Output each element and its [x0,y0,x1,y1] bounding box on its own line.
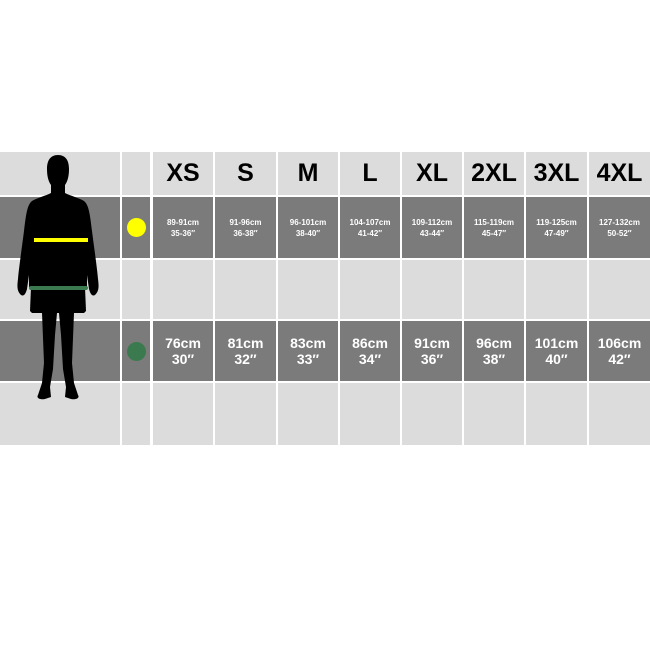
size-header: L [362,159,378,187]
waist-cm: 83cm [290,335,326,351]
chest-indicator-icon [127,218,146,237]
size-header: XS [166,159,200,187]
waist-in: 30″ [171,351,195,367]
waist-cm: 81cm [227,335,264,351]
chest-in: 50-52″ [607,228,632,238]
size-header: M [297,159,319,187]
chest-in: 45-47″ [481,228,507,238]
chest-measurement: 91-96cm 36-38″ [215,197,276,258]
chest-measurement: 89-91cm 35-36″ [153,197,213,258]
chest-in: 38-40″ [295,228,321,238]
chest-cm: 91-96cm [229,217,262,227]
waist-row [0,321,650,381]
size-header: 3XL [533,159,580,187]
chest-in: 43-44″ [419,228,445,238]
size-header: S [237,159,254,187]
waist-measurement: 106cm 42″ [589,321,650,381]
chest-measurement: 119-125cm 47-49″ [526,197,587,258]
waist-measurement: 91cm 36″ [402,321,462,381]
waist-cm: 91cm [414,335,450,351]
header-row [0,152,650,195]
chest-measurement: 109-112cm 43-44″ [402,197,462,258]
waist-in: 42″ [608,351,631,367]
waist-cm: 106cm [597,335,642,351]
chest-cm: 96-101cm [289,217,327,227]
waist-cm: 86cm [352,335,388,351]
spacer-row [0,383,650,445]
chest-measurement: 104-107cm 41-42″ [340,197,400,258]
size-header: 4XL [596,159,643,187]
waist-cm: 96cm [476,335,512,351]
chest-in: 36-38″ [233,228,258,238]
chest-cm: 89-91cm [166,217,200,227]
chest-measurement: 115-119cm 45-47″ [464,197,524,258]
waist-in: 34″ [358,351,382,367]
waist-indicator-icon [127,342,146,361]
waist-cm: 76cm [165,335,201,351]
chest-cm: 109-112cm [411,217,453,227]
size-header: XL [416,159,448,187]
chest-measurement: 96-101cm 38-40″ [278,197,338,258]
chest-in: 35-36″ [170,228,196,238]
waist-measurement: 83cm 33″ [278,321,338,381]
waist-measurement: 101cm 40″ [526,321,587,381]
waist-in: 33″ [296,351,320,367]
waist-in: 38″ [482,351,506,367]
chest-row [0,197,650,258]
size-chart: XS 89-91cm 35-36″ 76cm 30″ S 91-96cm 36-38″ … [0,152,650,445]
waist-cm: 101cm [534,335,579,351]
waist-in: 36″ [420,351,444,367]
waist-measurement: 96cm 38″ [464,321,524,381]
chest-measurement: 127-132cm 50-52″ [589,197,650,258]
waist-measurement: 86cm 34″ [340,321,400,381]
spacer-row [0,260,650,319]
chest-in: 47-49″ [544,228,569,238]
waist-measurement: 76cm 30″ [153,321,213,381]
chest-in: 41-42″ [357,228,383,238]
waist-in: 40″ [545,351,568,367]
body-silhouette-icon [17,155,99,400]
chest-cm: 115-119cm [473,217,515,227]
waist-in: 32″ [234,351,257,367]
chest-cm: 104-107cm [349,217,391,227]
waist-measurement: 81cm 32″ [215,321,276,381]
chest-cm: 127-132cm [599,217,640,227]
size-header: 2XL [471,159,517,187]
chest-cm: 119-125cm [536,217,577,227]
